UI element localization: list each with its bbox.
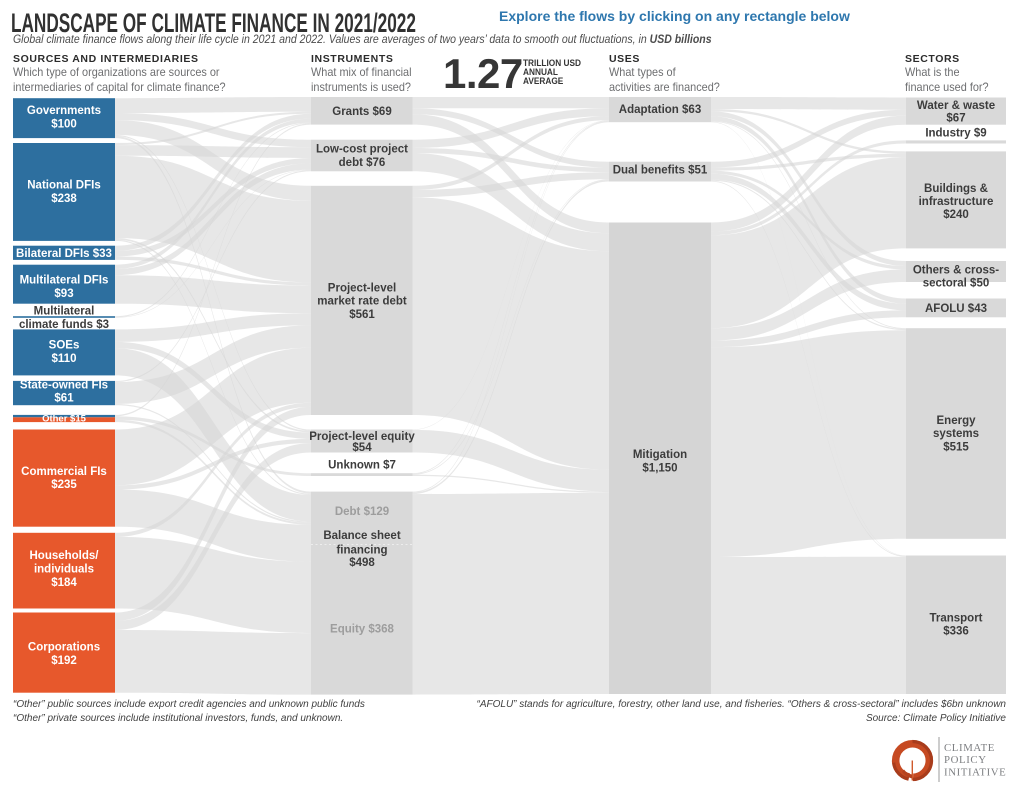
svg-text:Industry $9: Industry $9 bbox=[925, 128, 986, 140]
svg-text:$336: $336 bbox=[943, 626, 969, 638]
svg-text:$515: $515 bbox=[943, 441, 969, 453]
svg-text:$235: $235 bbox=[51, 479, 77, 491]
svg-text:National DFIs: National DFIs bbox=[27, 180, 100, 192]
svg-text:Equity $368: Equity $368 bbox=[330, 623, 395, 635]
svg-text:individuals: individuals bbox=[34, 563, 94, 575]
svg-text:Unknown $7: Unknown $7 bbox=[328, 459, 396, 471]
svg-text:Others & cross-: Others & cross- bbox=[913, 264, 999, 276]
svg-text:$240: $240 bbox=[943, 209, 969, 221]
svg-text:Multilateral DFIs: Multilateral DFIs bbox=[20, 274, 109, 286]
svg-text:State-owned FIs: State-owned FIs bbox=[20, 380, 108, 392]
svg-text:Commercial FIs: Commercial FIs bbox=[21, 466, 107, 478]
svg-text:financing: financing bbox=[336, 544, 387, 556]
svg-text:market rate debt: market rate debt bbox=[317, 296, 407, 308]
svg-text:$54: $54 bbox=[352, 442, 372, 454]
svg-text:Balance sheet: Balance sheet bbox=[323, 530, 401, 542]
svg-text:Multilateral: Multilateral bbox=[34, 306, 95, 318]
svg-text:Grants $69: Grants $69 bbox=[332, 106, 391, 118]
svg-text:SOEs: SOEs bbox=[49, 339, 80, 351]
svg-text:$61: $61 bbox=[54, 393, 74, 405]
svg-text:sectoral $50: sectoral $50 bbox=[923, 278, 990, 290]
svg-text:$93: $93 bbox=[54, 288, 73, 300]
svg-text:infrastructure: infrastructure bbox=[919, 196, 994, 208]
svg-text:$561: $561 bbox=[349, 309, 375, 321]
svg-text:$100: $100 bbox=[51, 118, 77, 130]
svg-text:systems: systems bbox=[933, 428, 979, 440]
svg-text:Bilateral DFIs $33: Bilateral DFIs $33 bbox=[16, 248, 112, 260]
svg-text:CLIMATE: CLIMATE bbox=[944, 742, 995, 754]
svg-text:$67: $67 bbox=[946, 113, 965, 125]
svg-text:Other $15: Other $15 bbox=[42, 414, 87, 425]
svg-text:Debt $129: Debt $129 bbox=[335, 506, 389, 518]
svg-text:Dual benefits $51: Dual benefits $51 bbox=[613, 165, 708, 177]
svg-text:Low-cost project: Low-cost project bbox=[316, 144, 408, 156]
svg-text:POLICY: POLICY bbox=[944, 754, 987, 766]
svg-text:Governments: Governments bbox=[27, 105, 101, 117]
svg-text:Transport: Transport bbox=[929, 612, 982, 624]
svg-text:$1,150: $1,150 bbox=[642, 463, 677, 475]
svg-text:climate funds $3: climate funds $3 bbox=[19, 319, 109, 331]
svg-text:$110: $110 bbox=[52, 353, 77, 365]
svg-text:$192: $192 bbox=[51, 655, 77, 667]
svg-text:Buildings &: Buildings & bbox=[924, 183, 988, 195]
svg-text:$498: $498 bbox=[349, 557, 375, 569]
svg-text:$184: $184 bbox=[51, 577, 77, 589]
svg-text:Corporations: Corporations bbox=[28, 642, 100, 654]
svg-text:AFOLU $43: AFOLU $43 bbox=[925, 303, 987, 315]
svg-text:Energy: Energy bbox=[937, 415, 977, 427]
svg-text:Adaptation $63: Adaptation $63 bbox=[619, 104, 701, 116]
svg-text:Water & waste: Water & waste bbox=[917, 100, 995, 112]
svg-text:debt $76: debt $76 bbox=[339, 157, 386, 169]
svg-text:INITIATIVE: INITIATIVE bbox=[944, 766, 1006, 778]
svg-text:Mitigation: Mitigation bbox=[633, 449, 687, 461]
svg-text:$238: $238 bbox=[51, 193, 77, 205]
svg-text:Project-level: Project-level bbox=[328, 283, 396, 295]
svg-text:Project-level equity: Project-level equity bbox=[309, 431, 415, 443]
svg-text:Households/: Households/ bbox=[29, 550, 99, 562]
